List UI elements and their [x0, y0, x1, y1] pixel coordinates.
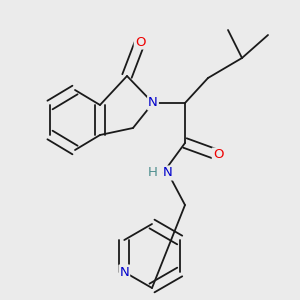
Text: N: N: [119, 266, 129, 278]
Text: H: H: [148, 167, 158, 179]
Text: N: N: [163, 167, 173, 179]
Text: N: N: [148, 97, 158, 110]
Text: O: O: [213, 148, 223, 161]
Text: O: O: [135, 35, 145, 49]
